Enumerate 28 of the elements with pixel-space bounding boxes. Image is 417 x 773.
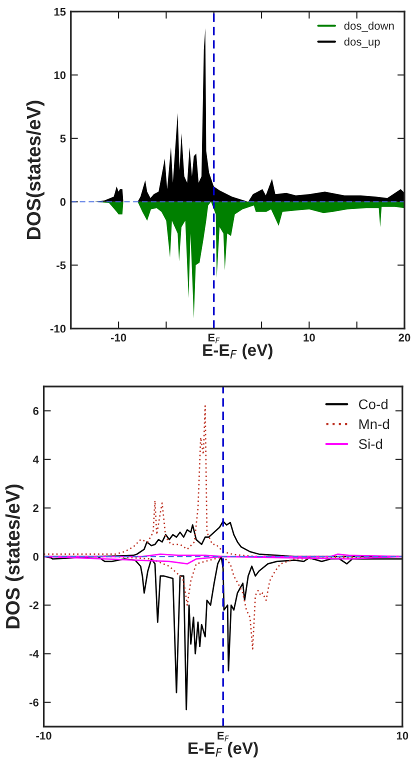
x-tick-label: -10: [110, 334, 126, 342]
x-tick-label: E$_{F}$: [218, 732, 230, 742]
y-axis-title: DOS (states/eV): [5, 484, 24, 628]
y-tick-label: -2: [29, 601, 38, 610]
x-tick-label: 10: [396, 732, 408, 740]
y-tick-label: -10: [50, 324, 66, 333]
legend-label: dos_up: [344, 38, 380, 48]
y-tick-label: 2: [33, 504, 38, 512]
x-tick-label: 20: [398, 334, 410, 342]
y-tick-label: 6: [33, 407, 39, 415]
legend-label: Si-d: [358, 438, 382, 449]
legend-label: Mn-d: [359, 418, 390, 430]
y-tick-label: 0: [33, 552, 38, 561]
y-tick-label: -5: [56, 262, 66, 270]
y-tick-label: -4: [29, 650, 39, 658]
y-tick-label: 4: [32, 456, 39, 464]
x-tick-label: E$_{F}$: [208, 334, 220, 344]
y-tick-label: 5: [60, 134, 66, 142]
legend-label: dos_down: [344, 22, 394, 32]
y-tick-label: -6: [29, 698, 39, 706]
legend-label: Co-d: [358, 399, 388, 410]
y-tick-label: 0: [60, 198, 66, 206]
x-tick-label: 10: [304, 334, 315, 342]
y-tick-label: 15: [54, 8, 66, 16]
y-tick-label: 10: [54, 71, 66, 80]
x-axis-title: E-E$_{F}$ (eV): [188, 742, 258, 758]
y-axis-title: DOS(states/eV): [26, 100, 44, 239]
x-axis-title: E-E$_{F}$ (eV): [203, 344, 272, 360]
